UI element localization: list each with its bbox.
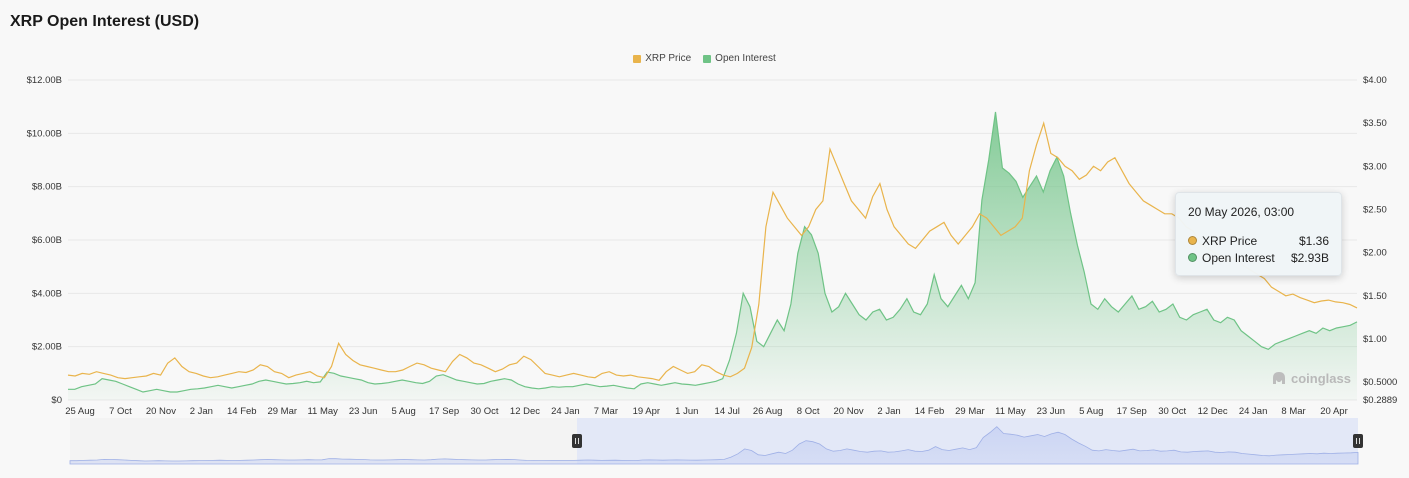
chart-legend: XRP Price Open Interest xyxy=(0,53,1409,64)
y-right-tick-label: $0.5000 xyxy=(1363,377,1397,388)
x-tick-label: 11 May xyxy=(995,406,1026,417)
coinglass-watermark: coinglass xyxy=(1271,370,1351,386)
x-tick-label: 25 Aug xyxy=(65,406,95,417)
series-area-open-interest xyxy=(68,112,1357,400)
y-left-tick-label: $6.00B xyxy=(32,235,62,246)
navigator-handle-right[interactable] xyxy=(1353,434,1363,448)
tooltip-row-open-interest: Open Interest $2.93B xyxy=(1188,249,1329,266)
x-tick-label: 30 Oct xyxy=(471,406,499,417)
x-tick-label: 17 Sep xyxy=(429,406,459,417)
y-left-tick-label: $10.00B xyxy=(27,128,62,139)
y-left-tick-label: $2.00B xyxy=(32,342,62,353)
tooltip-value-price: $1.36 xyxy=(1298,233,1329,248)
tooltip-label-open-interest: Open Interest xyxy=(1202,250,1275,265)
x-tick-label: 26 Aug xyxy=(753,406,783,417)
y-left-tick-label: $12.00B xyxy=(27,75,62,86)
legend-swatch-price xyxy=(633,54,642,63)
x-tick-label: 17 Sep xyxy=(1117,406,1147,417)
navigator-handle-left[interactable] xyxy=(572,434,582,448)
tooltip-dot-open-interest xyxy=(1188,253,1197,262)
legend-label-price: XRP Price xyxy=(645,53,692,64)
y-left-tick-label: $0 xyxy=(51,395,62,406)
y-right-tick-label: $2.50 xyxy=(1363,205,1387,216)
x-tick-label: 8 Mar xyxy=(1281,406,1305,417)
y-left-tick-label: $8.00B xyxy=(32,182,62,193)
x-tick-label: 20 Nov xyxy=(834,406,864,417)
x-tick-label: 5 Aug xyxy=(1079,406,1103,417)
x-tick-label: 23 Jun xyxy=(1037,406,1066,417)
x-tick-label: 30 Oct xyxy=(1158,406,1186,417)
x-tick-label: 2 Jan xyxy=(190,406,213,417)
navigator-series xyxy=(69,426,1359,465)
x-tick-label: 8 Oct xyxy=(797,406,820,417)
y-right-tick-label: $3.50 xyxy=(1363,118,1387,129)
legend-swatch-open-interest xyxy=(703,54,712,63)
y-right-tick-label: $1.00 xyxy=(1363,334,1387,345)
x-tick-label: 5 Aug xyxy=(391,406,415,417)
x-tick-label: 7 Oct xyxy=(109,406,132,417)
y-right-tick-label: $1.50 xyxy=(1363,291,1387,302)
x-tick-label: 19 Apr xyxy=(633,406,660,417)
legend-item-price[interactable]: XRP Price xyxy=(633,53,691,64)
tooltip-dot-price xyxy=(1188,236,1197,245)
x-tick-label: 20 Apr xyxy=(1320,406,1347,417)
y-right-tick-label: $0.2889 xyxy=(1363,395,1397,406)
y-left-tick-label: $4.00B xyxy=(32,288,62,299)
series-line-xrp-price xyxy=(67,121,1358,381)
x-tick-label: 14 Jul xyxy=(715,406,740,417)
x-tick-label: 20 Nov xyxy=(146,406,176,417)
x-tick-label: 24 Jan xyxy=(551,406,580,417)
tooltip-value-open-interest: $2.93B xyxy=(1290,250,1329,265)
x-tick-label: 1 Jun xyxy=(675,406,698,417)
legend-item-open-interest[interactable]: Open Interest xyxy=(703,53,776,64)
x-tick-label: 29 Mar xyxy=(267,406,297,417)
watermark-text: coinglass xyxy=(1291,370,1351,386)
x-tick-label: 23 Jun xyxy=(349,406,378,417)
x-tick-label: 2 Jan xyxy=(877,406,900,417)
legend-label-open-interest: Open Interest xyxy=(715,53,776,64)
x-tick-label: 24 Jan xyxy=(1239,406,1268,417)
chart-tooltip: 20 May 2026, 03:00 XRP Price $1.36 Open … xyxy=(1175,192,1342,276)
x-tick-label: 12 Dec xyxy=(510,406,540,417)
series-line-open-interest xyxy=(68,111,1358,393)
y-right-tick-label: $4.00 xyxy=(1363,75,1387,86)
x-tick-label: 29 Mar xyxy=(955,406,985,417)
x-tick-label: 7 Mar xyxy=(594,406,618,417)
y-right-tick-label: $2.00 xyxy=(1363,248,1387,259)
tooltip-row-price: XRP Price $1.36 xyxy=(1188,232,1329,249)
x-tick-label: 14 Feb xyxy=(227,406,257,417)
chart-title: XRP Open Interest (USD) xyxy=(10,13,200,30)
tooltip-label-price: XRP Price xyxy=(1202,233,1258,248)
coinglass-logo-icon xyxy=(1273,372,1285,384)
x-tick-label: 11 May xyxy=(307,406,338,417)
x-tick-label: 12 Dec xyxy=(1198,406,1228,417)
y-right-tick-label: $3.00 xyxy=(1363,161,1387,172)
x-tick-label: 14 Feb xyxy=(915,406,945,417)
tooltip-date: 20 May 2026, 03:00 xyxy=(1188,205,1295,219)
